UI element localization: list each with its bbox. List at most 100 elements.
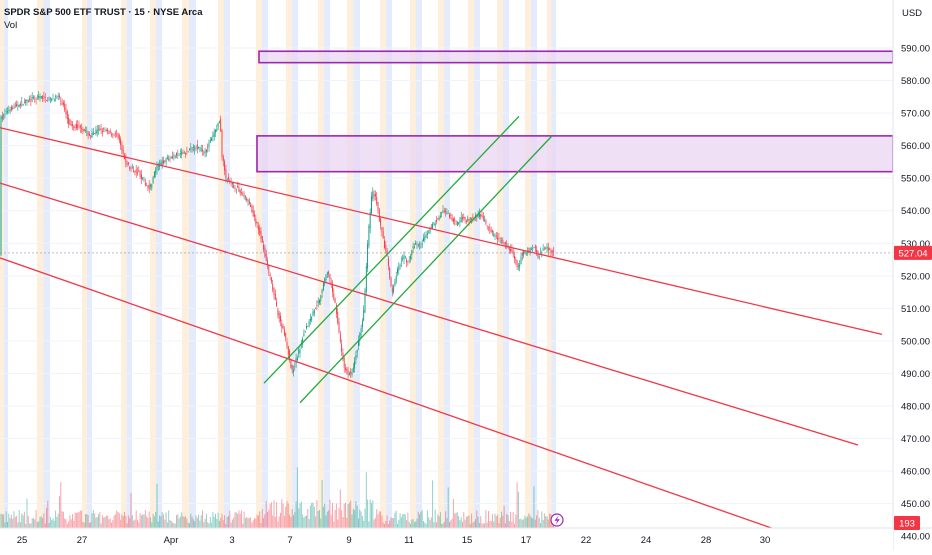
volume-bar	[113, 515, 115, 528]
volume-bar	[326, 511, 328, 528]
volume-bar	[319, 510, 320, 528]
volume-bar	[276, 502, 278, 528]
volume-bar	[7, 521, 8, 528]
candle-body	[46, 100, 47, 102]
volume-bar	[68, 521, 70, 528]
volume-bar	[333, 521, 335, 528]
candle-body	[377, 202, 379, 211]
volume-bar	[495, 516, 497, 528]
volume-bar	[549, 513, 551, 528]
volume-bar	[312, 502, 314, 528]
volume-bar	[192, 519, 194, 528]
volume-bar	[55, 510, 57, 528]
candle-body	[269, 274, 271, 277]
candle-body	[43, 96, 45, 98]
candle-body	[257, 226, 259, 230]
candle-body	[129, 166, 131, 169]
volume-bar	[150, 517, 151, 528]
volume-bar	[79, 510, 81, 528]
red-upper-trendline	[0, 127, 883, 336]
candle-body	[38, 96, 40, 98]
candle-body	[235, 188, 237, 190]
candle-body	[472, 216, 474, 219]
volume-bar	[13, 511, 15, 528]
candle-body	[78, 124, 80, 126]
candle-body	[107, 129, 109, 132]
volume-bar	[255, 518, 257, 528]
candle-body	[202, 149, 203, 152]
candle-body	[282, 326, 284, 329]
date-tick-label: Apr	[164, 535, 179, 546]
volume-bar	[356, 505, 358, 528]
volume-bar	[280, 512, 281, 528]
volume-bar	[520, 518, 522, 528]
candle-body	[306, 326, 307, 329]
volume-bar	[407, 512, 409, 528]
candle-body	[429, 228, 431, 233]
volume-bar	[468, 515, 470, 528]
volume-bar	[517, 491, 519, 528]
volume-bar	[514, 523, 515, 528]
volume-bar	[186, 518, 188, 528]
candle-body	[439, 216, 441, 218]
volume-bar	[272, 515, 274, 528]
volume-bar	[394, 512, 396, 528]
date-tick-label: 3	[229, 535, 234, 546]
volume-bar	[187, 522, 189, 528]
candle-body	[267, 260, 268, 265]
volume-bar	[501, 511, 502, 528]
candle-body	[203, 152, 205, 154]
candle-body	[27, 100, 29, 102]
candle-body	[551, 249, 553, 254]
volume-bar	[195, 515, 197, 528]
volume-bar	[23, 511, 25, 528]
volume-bar	[124, 511, 125, 528]
volume-bar	[455, 512, 457, 528]
symbol-line[interactable]: SPDR S&P 500 ETF TRUST · 15 · NYSE Arca	[4, 7, 203, 18]
volume-bar	[527, 516, 528, 528]
candle-body	[260, 230, 262, 239]
volume-bar	[355, 501, 357, 528]
volume-bar	[543, 513, 545, 528]
candle-body	[337, 312, 339, 323]
volume-bar	[360, 511, 362, 528]
volume-label[interactable]: Vol	[4, 20, 18, 31]
volume-bar	[410, 523, 411, 528]
candle-body	[233, 185, 235, 189]
candle-body	[139, 171, 141, 177]
candle-body	[192, 146, 194, 148]
chart-legend: SPDR S&P 500 ETF TRUST · 15 · NYSE Arca …	[4, 6, 203, 32]
afterhours-band	[474, 0, 480, 528]
candle-body	[187, 151, 189, 153]
afterhours-band	[126, 0, 132, 528]
afterhours-band	[224, 0, 230, 528]
candle-body	[0, 116, 2, 256]
candle-body	[426, 233, 428, 235]
candle-body	[73, 125, 75, 128]
candle-body	[238, 187, 240, 192]
volume-bar	[269, 503, 271, 528]
candle-body	[359, 333, 361, 342]
candle-body	[220, 118, 222, 132]
volume-bar	[533, 486, 535, 528]
trendlines	[0, 115, 883, 541]
candle-body	[182, 152, 184, 154]
volume-bar	[467, 516, 469, 528]
volume-bar	[52, 518, 54, 528]
volume-bar	[133, 520, 135, 528]
volume-bar	[29, 523, 31, 528]
candle-body	[168, 158, 170, 161]
afterhours-band	[43, 0, 50, 528]
volume-bar	[497, 514, 499, 528]
candle-body	[484, 220, 486, 221]
candle-body	[181, 151, 183, 155]
volume-bar	[473, 521, 475, 528]
volume-bar	[103, 517, 105, 528]
afterhours-band	[87, 0, 92, 528]
candle-body	[456, 221, 458, 226]
candle-body	[147, 185, 149, 188]
candle-body	[364, 290, 366, 313]
candle-body	[460, 217, 462, 222]
